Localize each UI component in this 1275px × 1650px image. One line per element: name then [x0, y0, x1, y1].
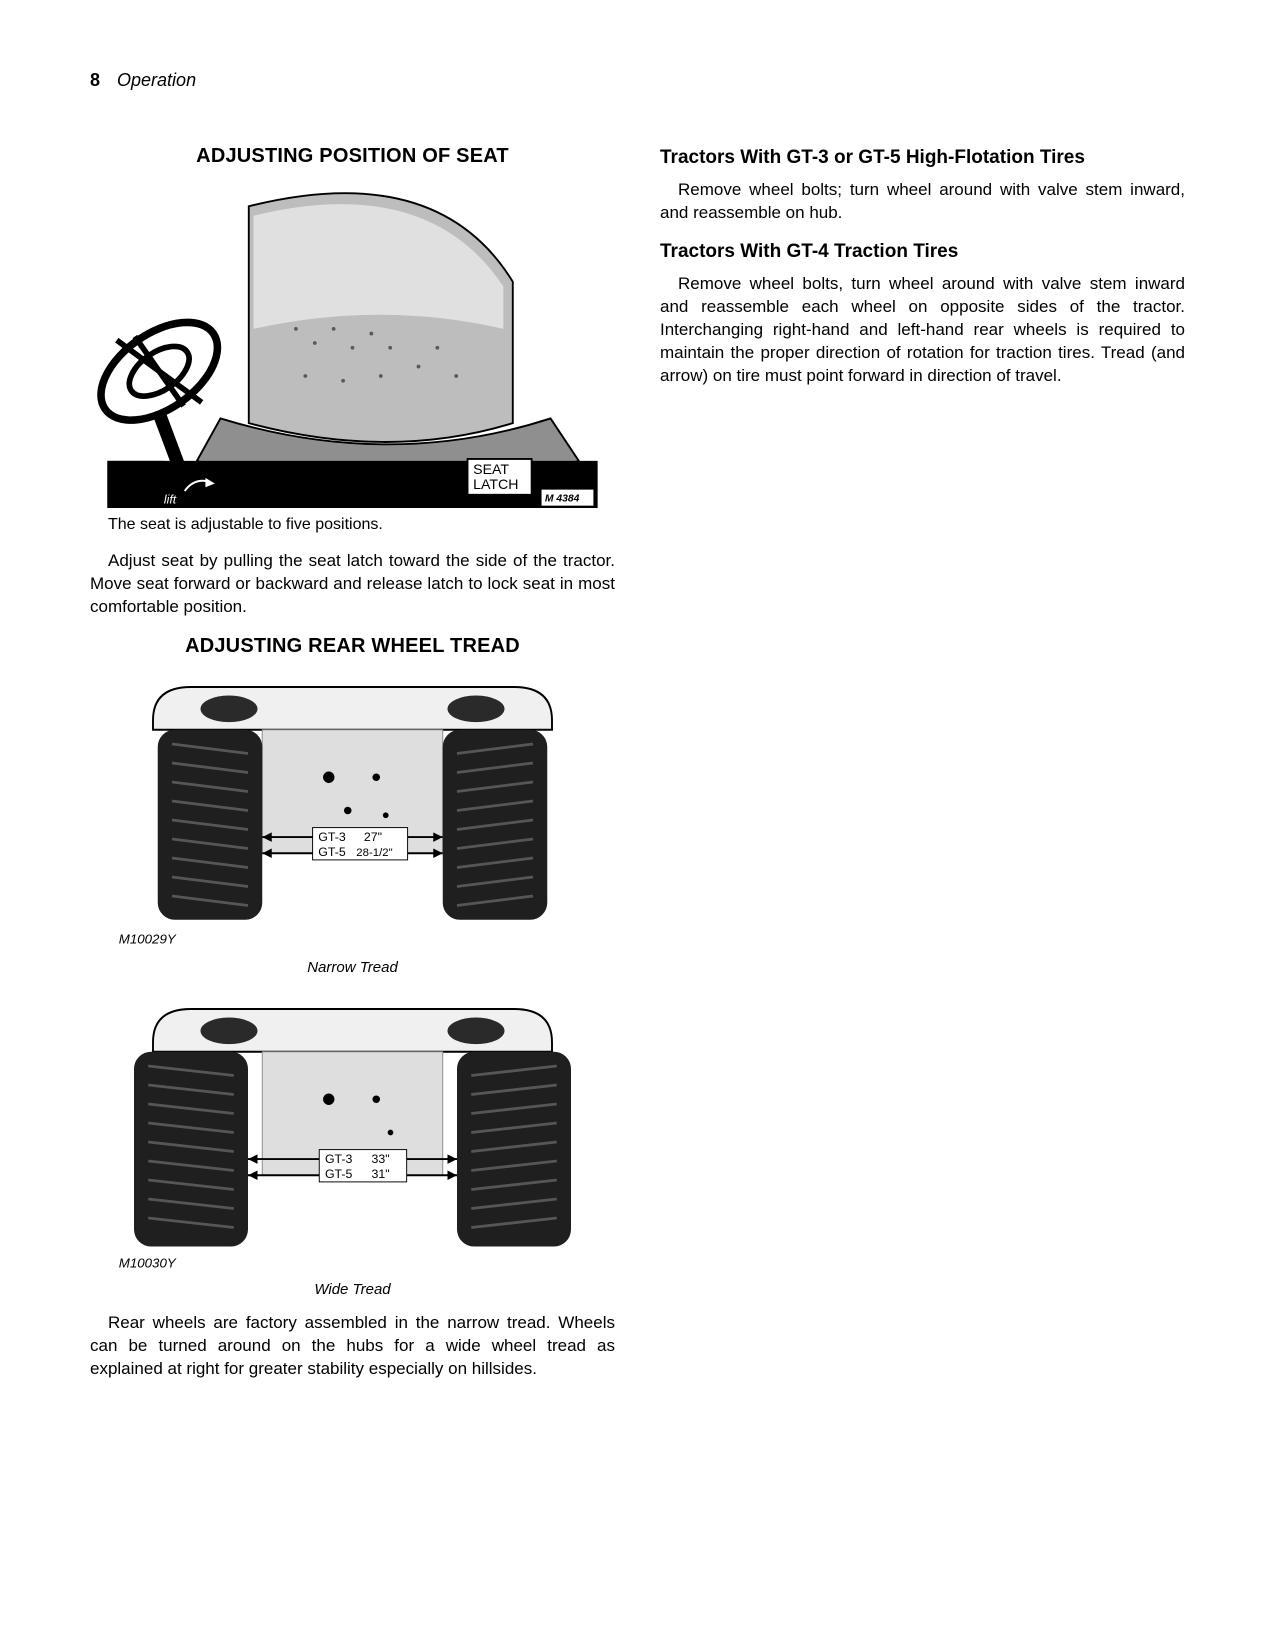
wide-fig-ref: M10030Y [119, 1255, 177, 1270]
svg-text:M 4384: M 4384 [545, 493, 580, 504]
svg-text:LATCH: LATCH [473, 476, 518, 492]
seat-fig-code: M 4384 [541, 489, 594, 506]
right-tire-icon [443, 730, 548, 920]
left-column: ADJUSTING POSITION OF SEAT [90, 141, 615, 1397]
svg-text:GT-3: GT-3 [318, 830, 346, 844]
svg-text:28-1/2": 28-1/2" [356, 847, 392, 859]
svg-text:GT-5: GT-5 [318, 845, 346, 859]
seat-latch-label: SEAT LATCH [468, 459, 532, 495]
svg-text:lift: lift [164, 492, 177, 506]
wide-caption: Wide Tread [90, 1281, 615, 1298]
svg-text:GT-3: GT-3 [325, 1152, 353, 1166]
tread-heading: ADJUSTING REAR WHEEL TREAD [90, 635, 615, 658]
wide-tread-figure: GT-3 33" GT-5 31" M10030Y [90, 990, 615, 1275]
left-tire-icon [158, 730, 263, 920]
section-name: Operation [117, 70, 196, 90]
seat-figure: SEAT LATCH M 4384 lift [90, 178, 615, 508]
svg-text:SEAT: SEAT [473, 461, 509, 477]
trac-paragraph: Remove wheel bolts, turn wheel around wi… [660, 273, 1185, 388]
two-column-layout: ADJUSTING POSITION OF SEAT [90, 141, 1185, 1397]
narrow-tread-figure: GT-3 27" GT-5 28-1/2" M10029Y [90, 668, 615, 953]
svg-text:GT-5: GT-5 [325, 1167, 353, 1181]
hf-paragraph: Remove wheel bolts; turn wheel around wi… [660, 179, 1185, 225]
narrow-caption: Narrow Tread [90, 959, 615, 976]
page-number: 8 [90, 70, 100, 90]
hf-heading: Tractors With GT-3 or GT-5 High-Flotatio… [660, 147, 1185, 169]
svg-text:31": 31" [372, 1167, 390, 1181]
seat-caption: The seat is adjustable to five positions… [108, 516, 615, 534]
seat-paragraph: Adjust seat by pulling the seat latch to… [90, 550, 615, 619]
right-tire-wide-icon [457, 1052, 571, 1247]
right-column: Tractors With GT-3 or GT-5 High-Flotatio… [660, 141, 1185, 1397]
seat-heading: ADJUSTING POSITION OF SEAT [90, 145, 615, 168]
trac-heading: Tractors With GT-4 Traction Tires [660, 241, 1185, 263]
svg-text:27": 27" [364, 830, 382, 844]
page-header: 8 Operation [90, 70, 1185, 91]
left-tire-wide-icon [134, 1052, 248, 1247]
svg-text:33": 33" [372, 1152, 390, 1166]
tread-paragraph: Rear wheels are factory assembled in the… [90, 1312, 615, 1381]
narrow-fig-ref: M10029Y [119, 931, 177, 946]
